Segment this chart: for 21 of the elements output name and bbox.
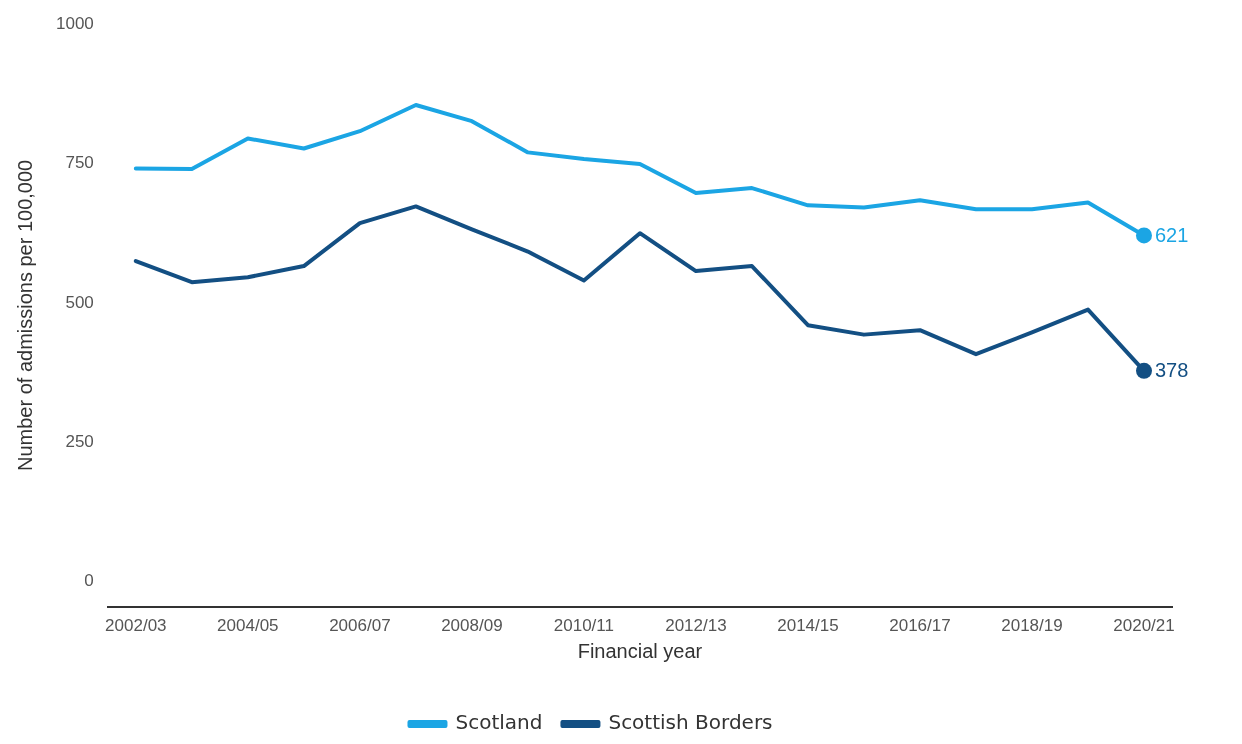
x-axis-title: Financial year [577,639,703,662]
x-tick-label: 2008/09 [441,616,503,636]
x-tick-label: 2010/11 [553,616,614,636]
x-tick-label: 2014/15 [777,616,839,636]
x-tick-label: 2002/03 [105,616,167,636]
y-tick-label: 1000 [55,13,94,33]
x-tick-label: 2020/21 [1113,616,1175,636]
x-tick-label: 2006/07 [329,616,391,636]
x-tick-label: 2016/17 [889,616,951,636]
legend-label: Scottish Borders [608,710,773,735]
y-tick-label: 500 [65,292,94,312]
y-tick-label: 750 [65,153,94,173]
x-tick-label: 2012/13 [665,616,727,636]
data-label: 621 [1155,223,1189,246]
data-label: 378 [1155,359,1189,382]
x-tick-label: 2018/19 [1001,616,1063,636]
y-tick-label: 0 [84,571,94,591]
y-tick-label: 250 [65,431,94,451]
y-axis-title: Number of admissions per 100,000 [13,159,36,472]
legend-label: Scotland [455,710,543,735]
x-tick-label: 2004/05 [217,616,279,636]
